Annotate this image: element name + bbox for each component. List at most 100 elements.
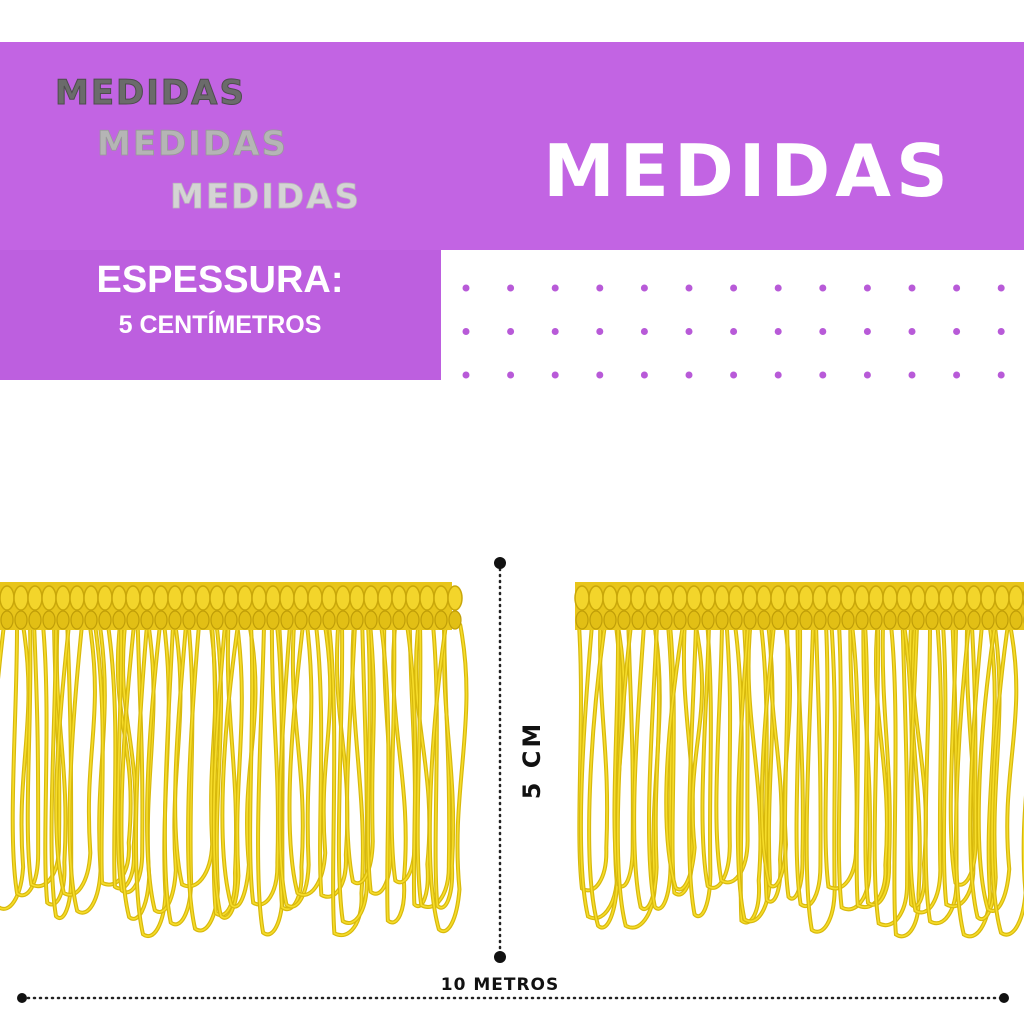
braid-knot (785, 610, 799, 630)
braid-knot (799, 610, 813, 630)
fringe-strand-highlight (665, 624, 703, 891)
braid-knot (784, 585, 800, 611)
braid-knot (841, 610, 855, 630)
fringe-strand-highlight (249, 624, 279, 906)
braid-knot (715, 610, 729, 630)
braid-knot (377, 585, 393, 611)
thickness-label: ESPESSURA: (96, 259, 343, 301)
fringe-strand-highlight (380, 624, 407, 924)
braid-knot (181, 585, 197, 611)
braid-knot (209, 585, 225, 611)
braid-knot (154, 610, 168, 630)
braid-knot (196, 610, 210, 630)
braid-knot (588, 585, 604, 611)
braid-knot (854, 585, 870, 611)
fringe-strand-highlight (795, 624, 822, 907)
dot (819, 371, 827, 379)
braid-knot (69, 585, 85, 611)
fringe-strand-highlight (55, 624, 96, 896)
braid-knot (405, 585, 421, 611)
braid-knot (406, 610, 420, 630)
braid-knot (307, 585, 323, 611)
braid-knot (28, 610, 42, 630)
braid-knot (84, 610, 98, 630)
braid-knot (56, 610, 70, 630)
braid-knot (645, 610, 659, 630)
dot-pattern (462, 284, 1005, 379)
braid-knot (589, 610, 603, 630)
dot (863, 328, 871, 335)
braid-knot (126, 610, 140, 630)
braid-knot (195, 585, 211, 611)
fringe-strand-highlight (977, 624, 1018, 912)
braid-knot (882, 585, 898, 611)
fringe-piece (0, 582, 469, 938)
braid-knot (70, 610, 84, 630)
length-end (999, 993, 1009, 1003)
braid-knot (673, 610, 687, 630)
braid-knot (812, 585, 828, 611)
braid-knot (433, 585, 449, 611)
fringe-strand-highlight (969, 624, 1001, 920)
braid-knot (223, 585, 239, 611)
fringe-strand-highlight (578, 624, 608, 892)
braid-knot (644, 585, 660, 611)
fringe-strand-highlight (924, 624, 958, 924)
dot (462, 284, 470, 292)
fringe-strand-highlight (761, 624, 791, 888)
braid-knot (728, 585, 744, 611)
fringe-strand-highlight (338, 624, 368, 924)
braid-knot (434, 610, 448, 630)
braid-knot (14, 610, 28, 630)
braid-knot (869, 610, 883, 630)
fringe-strand-highlight (50, 624, 73, 919)
braid-knot (756, 585, 772, 611)
fringe-strand-highlight (864, 624, 891, 906)
braid-knot (210, 610, 224, 630)
braid-knot (364, 610, 378, 630)
fringe-piece (574, 582, 1024, 939)
braid-knot (55, 585, 71, 611)
thickness-value: 5 CENTÍMETROS (119, 310, 322, 339)
dot (953, 371, 961, 379)
braid-knot (910, 585, 926, 611)
braid-knot (251, 585, 267, 611)
dot (685, 371, 693, 379)
thickness-box (0, 250, 441, 380)
braid-knot (392, 610, 406, 630)
fringe-photo (0, 582, 1024, 939)
braid-knot (925, 610, 939, 630)
dot (551, 328, 559, 335)
braid-knot (980, 585, 996, 611)
braid-knot (603, 610, 617, 630)
braid-knot (140, 610, 154, 630)
dot (997, 371, 1005, 379)
braid-knot (238, 610, 252, 630)
braid-knot (771, 610, 785, 630)
dot (685, 328, 693, 335)
braid-knot (981, 610, 995, 630)
braid-knot (335, 585, 351, 611)
fringe-strand-highlight (278, 624, 313, 908)
dot (730, 284, 738, 292)
braid-knot (658, 585, 674, 611)
braid-knot (322, 610, 336, 630)
length-label: 10 METROS (441, 975, 560, 995)
braid-knot (952, 585, 968, 611)
braid-knot (826, 585, 842, 611)
braid-knot (953, 610, 967, 630)
braid-knot (182, 610, 196, 630)
fringe-strand-highlight (633, 624, 660, 910)
main-title: MEDIDAS (543, 129, 953, 213)
braid-knot (770, 585, 786, 611)
braid-knot (363, 585, 379, 611)
braid-knot (742, 585, 758, 611)
braid-knot (97, 585, 113, 611)
echo-title: MEDIDAS (170, 177, 361, 217)
braid-knot (293, 585, 309, 611)
braid-knot (280, 610, 294, 630)
braid-knot (294, 610, 308, 630)
braid-knot (42, 610, 56, 630)
braid-knot (672, 585, 688, 611)
